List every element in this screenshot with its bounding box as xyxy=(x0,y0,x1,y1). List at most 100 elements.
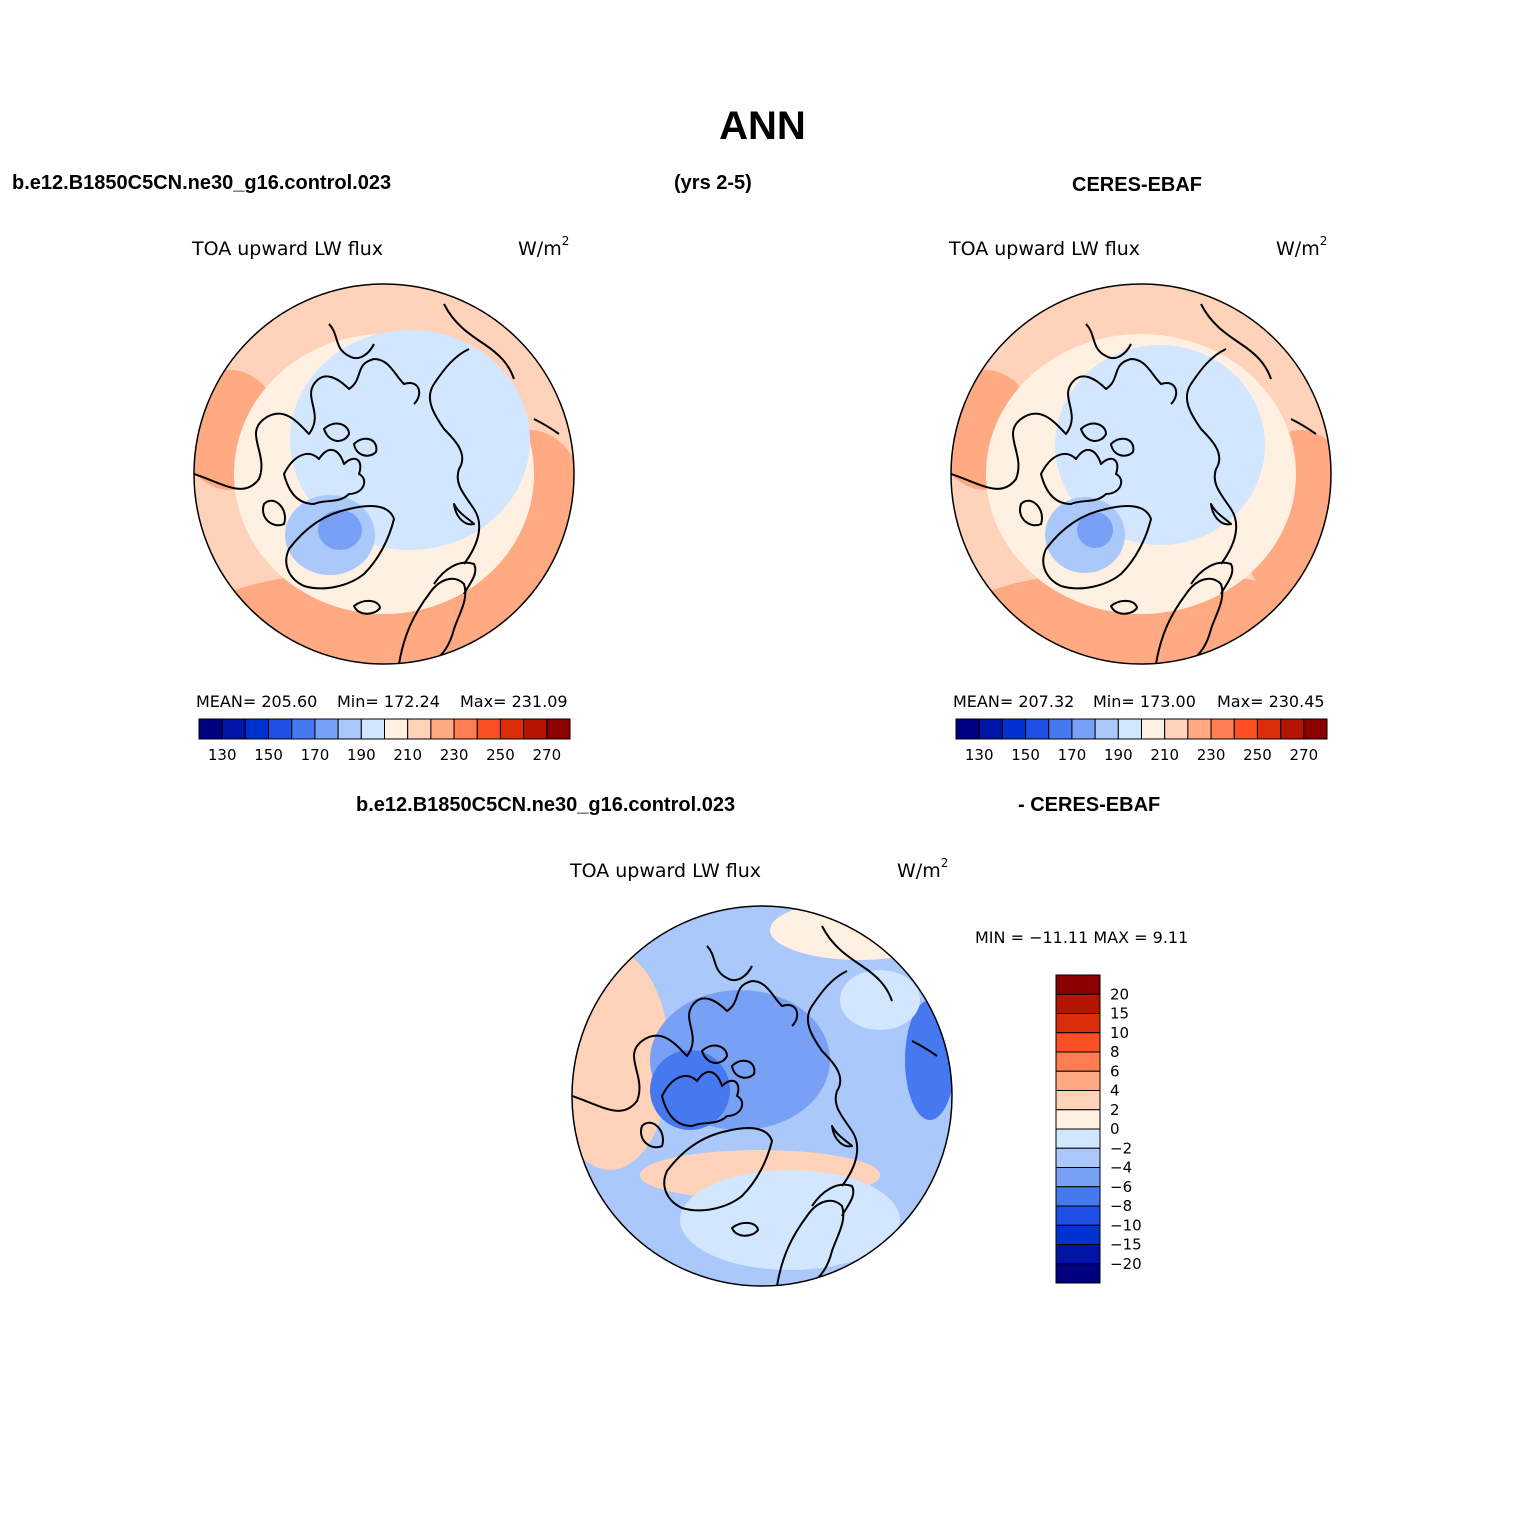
obs-colorbar-box xyxy=(1071,718,1096,740)
model-colorbar-box xyxy=(337,718,362,740)
obs-colorbar-box xyxy=(1025,718,1050,740)
obs-colorbar-box xyxy=(1280,718,1305,740)
diff-case-name: b.e12.B1850C5CN.ne30_g16.control.023 xyxy=(356,794,736,816)
diff-colorbar-box xyxy=(1055,1205,1101,1226)
diff-colorbar-tick-label: 2 xyxy=(1110,1101,1120,1119)
diff-colorbar-tick-label: 15 xyxy=(1110,1005,1129,1023)
case-name: b.e12.B1850C5CN.ne30_g16.control.023 xyxy=(12,172,392,194)
model-colorbar-tick-label: 150 xyxy=(254,746,283,764)
obs-colorbar-box xyxy=(1001,718,1027,740)
model-colorbar-box xyxy=(384,718,409,740)
diff-colorbar-tick-label: −4 xyxy=(1110,1159,1132,1177)
diff-colorbar-tick-label: −15 xyxy=(1110,1236,1142,1254)
model-colorbar-box xyxy=(476,718,501,740)
model-colorbar-box xyxy=(430,718,455,740)
model-mean-label: MEAN= 205.60 xyxy=(196,692,318,711)
model-colorbar-box xyxy=(244,718,270,740)
model-map xyxy=(193,283,575,665)
model-colorbar-box xyxy=(546,718,571,740)
obs-colorbar-box xyxy=(1187,718,1212,740)
model-colorbar-box xyxy=(314,718,339,740)
diff-variable-label: TOA upward LW flux xyxy=(570,860,762,882)
diff-colorbar-box xyxy=(1055,1224,1101,1245)
obs-colorbar-tick-label: 210 xyxy=(1150,746,1179,764)
obs-colorbar-box xyxy=(955,718,980,740)
obs-colorbar-box xyxy=(1256,718,1282,740)
obs-mean-label: MEAN= 207.32 xyxy=(953,692,1075,711)
diff-colorbar-box xyxy=(1055,1167,1101,1188)
diff-colorbar-box xyxy=(1055,1186,1101,1207)
obs-colorbar-tick-label: 190 xyxy=(1104,746,1133,764)
obs-colorbar-box xyxy=(1233,718,1258,740)
model-colorbar-box xyxy=(407,718,432,740)
diff-colorbar-box xyxy=(1055,974,1101,995)
obs-map xyxy=(950,283,1332,665)
obs-colorbar-box xyxy=(1303,718,1328,740)
model-colorbar-box xyxy=(268,718,293,740)
obs-colorbar-box xyxy=(1048,718,1073,740)
diff-colorbar-box xyxy=(1055,1128,1101,1149)
model-colorbar-tick-label: 130 xyxy=(208,746,237,764)
model-colorbar-tick-label: 190 xyxy=(347,746,376,764)
model-colorbar-tick-label: 210 xyxy=(393,746,422,764)
model-colorbar-box xyxy=(360,718,385,740)
obs-units-label: W/m2 xyxy=(1276,234,1328,260)
diff-colorbar-tick-label: −6 xyxy=(1110,1178,1132,1196)
obs-colorbar-tick-label: 230 xyxy=(1197,746,1226,764)
obs-colorbar-box xyxy=(978,718,1003,740)
model-colorbar-box xyxy=(453,718,478,740)
diff-colorbar-box xyxy=(1055,1147,1101,1168)
diff-colorbar-tick-label: 6 xyxy=(1110,1062,1120,1080)
model-colorbar-box xyxy=(198,718,223,740)
obs-colorbar-box xyxy=(1141,718,1166,740)
diff-obs-name: - CERES-EBAF xyxy=(1018,794,1161,816)
diff-colorbar-box xyxy=(1055,1032,1101,1053)
obs-colorbar-tick-label: 150 xyxy=(1011,746,1040,764)
diff-colorbar-box xyxy=(1055,1070,1101,1091)
diff-colorbar-tick-label: 0 xyxy=(1110,1120,1120,1138)
diff-colorbar-box xyxy=(1055,1109,1101,1130)
years-label: (yrs 2-5) xyxy=(674,172,752,194)
obs-colorbar-tick-label: 250 xyxy=(1243,746,1272,764)
diff-colorbar-tick-label: −2 xyxy=(1110,1139,1132,1157)
diff-colorbar-box xyxy=(1055,1051,1101,1072)
model-min-label: Min= 172.24 xyxy=(337,692,440,711)
diff-colorbar-tick-label: −8 xyxy=(1110,1197,1132,1215)
diff-colorbar-tick-label: −10 xyxy=(1110,1216,1142,1234)
obs-colorbar-box xyxy=(1210,718,1235,740)
obs-colorbar-box xyxy=(1117,718,1142,740)
diff-units-label: W/m2 xyxy=(897,856,949,882)
diff-colorbar-box xyxy=(1055,1263,1101,1284)
obs-colorbar-tick-label: 170 xyxy=(1058,746,1087,764)
diff-colorbar-box xyxy=(1055,1244,1101,1265)
diff-colorbar-tick-label: 8 xyxy=(1110,1043,1120,1061)
diff-colorbar-tick-label: 4 xyxy=(1110,1082,1120,1100)
diff-colorbar-tick-label: 20 xyxy=(1110,985,1129,1003)
diff-minmax-label: MIN = −11.11 MAX = 9.11 xyxy=(975,928,1189,947)
obs-colorbar-tick-label: 130 xyxy=(965,746,994,764)
model-variable-label: TOA upward LW flux xyxy=(192,238,384,260)
obs-name: CERES-EBAF xyxy=(1072,174,1203,196)
model-colorbar-tick-label: 250 xyxy=(486,746,515,764)
model-colorbar: 130 150 170 190 210 230 250 270 xyxy=(198,718,571,764)
model-max-label: Max= 231.09 xyxy=(460,692,568,711)
model-colorbar-box xyxy=(291,718,316,740)
model-colorbar-tick-label: 170 xyxy=(301,746,330,764)
figure-title: ANN xyxy=(719,104,806,148)
diff-colorbar-tick-label: −20 xyxy=(1110,1255,1142,1273)
obs-colorbar-box xyxy=(1164,718,1189,740)
diff-colorbar-box xyxy=(1055,993,1101,1014)
model-colorbar-box xyxy=(523,718,548,740)
obs-colorbar-tick-label: 270 xyxy=(1289,746,1318,764)
obs-colorbar-box xyxy=(1094,718,1119,740)
obs-colorbar: 130 150 170 190 210 230 250 270 xyxy=(955,718,1328,764)
obs-variable-label: TOA upward LW flux xyxy=(949,238,1141,260)
obs-min-label: Min= 173.00 xyxy=(1093,692,1196,711)
model-colorbar-tick-label: 270 xyxy=(532,746,561,764)
model-colorbar-box xyxy=(499,718,525,740)
diff-colorbar-tick-label: 10 xyxy=(1110,1024,1129,1042)
obs-max-label: Max= 230.45 xyxy=(1217,692,1325,711)
